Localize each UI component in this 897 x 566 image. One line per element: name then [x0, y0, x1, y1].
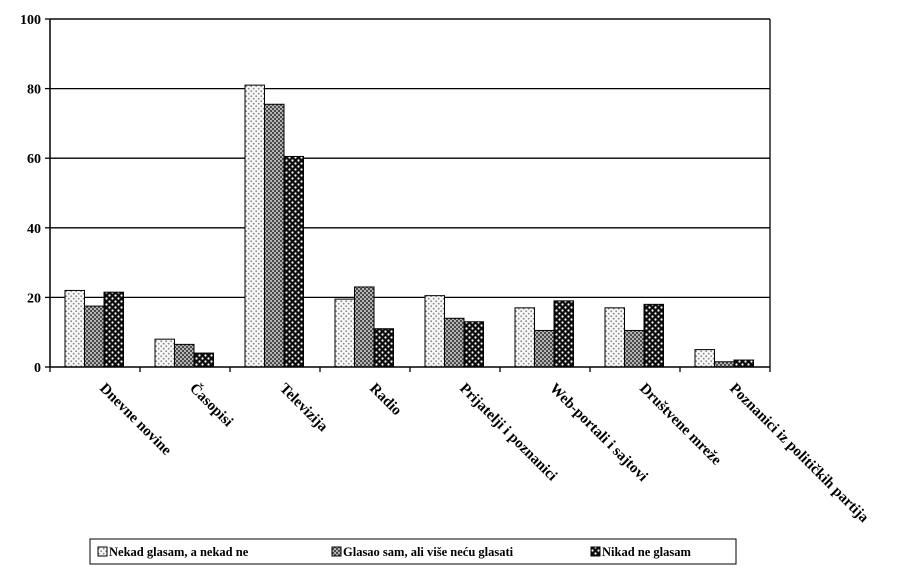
y-tick-label-4: 80	[27, 83, 41, 98]
legend: Nekad glasam, a nekad ne Glasao sam, ali …	[89, 538, 737, 565]
legend-box	[89, 538, 737, 565]
legend-swatch-1	[331, 546, 342, 557]
gridlines	[50, 18, 770, 299]
category-labels: Dnevne novine Časopisi Televizija Radio Prij…	[96, 380, 872, 526]
bar-1-5	[534, 329, 555, 368]
y-tick-labels: 0 20 40 60 80 100	[20, 13, 41, 376]
category-label-1: Časopisi	[186, 380, 236, 430]
legend-label-1: Glasao sam, ali više neću glasati	[343, 545, 514, 559]
bar-0-1	[154, 338, 175, 368]
category-label-6: Društvene mreže	[636, 381, 724, 469]
bar-2-2	[283, 155, 304, 368]
y-tick-label-2: 40	[27, 222, 41, 237]
bar-1-2	[264, 103, 285, 368]
bar-2-5	[553, 300, 574, 368]
category-label-3: Radio	[366, 381, 404, 419]
bar-2-0	[103, 291, 124, 368]
y-tick-label-5: 100	[20, 13, 41, 28]
bar-2-3	[373, 328, 394, 368]
y-tick-label-1: 20	[27, 291, 41, 306]
y-tick-label-3: 60	[27, 152, 41, 167]
bar-0-2	[244, 84, 265, 368]
legend-label-2: Nikad ne glasam	[602, 545, 691, 559]
bar-2-1	[193, 352, 214, 368]
legend-swatch-0	[97, 546, 108, 557]
bar-0-3	[334, 298, 355, 368]
bar-0-7	[694, 349, 715, 368]
y-tick-label-0: 0	[34, 361, 41, 376]
bar-1-6	[624, 329, 645, 368]
legend-label-0: Nekad glasam, a nekad ne	[109, 545, 249, 559]
bar-0-6	[604, 307, 625, 368]
bar-1-4	[444, 317, 465, 368]
axes	[45, 18, 771, 372]
bar-1-3	[354, 286, 375, 368]
category-label-2: Televizija	[276, 381, 331, 436]
category-label-4: Prijatelji i poznanici	[456, 381, 560, 485]
legend-swatch-2	[590, 546, 601, 557]
category-label-0: Dnevne novine	[96, 381, 174, 459]
bar-2-4	[463, 321, 484, 368]
bar-1-7	[714, 361, 735, 368]
category-label-5: Web-portali i sajtovi	[546, 381, 650, 485]
bars	[64, 84, 754, 368]
bar-1-0	[84, 305, 105, 368]
category-label-7: Poznanici iz političkih partija	[726, 381, 872, 527]
bar-0-5	[514, 307, 535, 368]
bar-2-7	[733, 359, 754, 368]
bar-0-0	[64, 289, 85, 368]
bar-0-4	[424, 295, 445, 368]
bar-2-6	[643, 303, 664, 368]
bar-1-1	[174, 343, 195, 368]
